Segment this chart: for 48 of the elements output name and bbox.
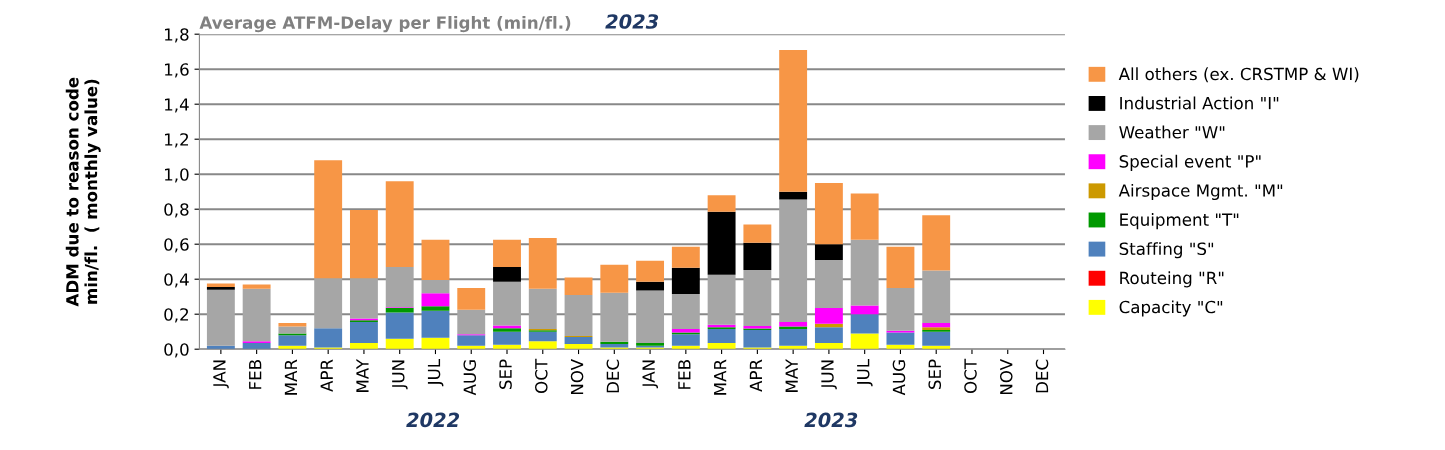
y-axis-title: ADM due to reason code min/fl. ( monthly value) [65,77,101,307]
y-tick-label: 1,0 [165,168,189,183]
x-tick-label: JUN [392,360,408,390]
chart-title: Average ATFM-Delay per Flight (min/fl.) [199,15,571,33]
legend-label: All others (ex. CRSTMP & WI) [1118,67,1359,83]
x-tick-label: FEB [249,360,262,389]
x-tick-label: MAY [785,358,798,392]
x-tick-label: SEP [499,359,512,389]
y-tick-label: 0,6 [164,238,189,253]
y-tick-label: 1,6 [165,63,189,78]
x-tick-label: MAR [714,359,727,395]
y-tick-label: 0,2 [164,308,189,323]
x-tick-label: SEP [928,359,942,389]
x-tick-label: OCT [964,358,977,393]
x-tick-label: NOV [999,359,1013,394]
legend-label: Airspace Mgmt. "M" [1118,183,1283,201]
legend-label: Staffing "S" [1119,242,1214,259]
legend-label: Routeing "R" [1120,271,1224,288]
x-tick-label: AUG [892,360,906,396]
x-tick-label: DEC [606,359,620,393]
legend-label: Special event "P" [1119,154,1261,171]
legend-label: Capacity "C" [1119,300,1223,317]
x-tick-label: JUN [821,360,837,390]
y-tick-label: 1,2 [165,133,189,148]
x-tick-label: NOV [570,359,584,394]
x-tick-label: APR [749,359,762,392]
x-tick-label: MAR [284,359,297,395]
x-tick-label: OCT [535,358,548,393]
x-tick-label: APR [320,359,333,392]
text: 2023 [804,412,858,428]
y-tick-label: 1,8 [165,28,189,43]
legend-label: Weather "W" [1119,125,1225,139]
legend-label: Industrial Action "I" [1120,96,1279,110]
x-tick-label: MAY [356,358,369,392]
x-tick-label: AUG [463,360,477,396]
x-tick-label: JUL [857,359,873,387]
y-tick-label: 0,0 [164,343,189,358]
x-tick-label: JUL [427,359,444,387]
x-tick-label: JAN [213,360,229,389]
y-tick-label: 1,4 [165,98,189,113]
y-tick-label: 0,4 [164,273,189,288]
text: 2022 [406,412,460,428]
x-tick-label: DEC [1035,359,1049,393]
legend-label: Equipment "T" [1120,213,1239,230]
x-tick-label: FEB [678,360,691,389]
y-tick-label: 0,8 [164,203,189,218]
text: 2023 [605,14,659,29]
x-tick-label: JAN [642,360,659,389]
